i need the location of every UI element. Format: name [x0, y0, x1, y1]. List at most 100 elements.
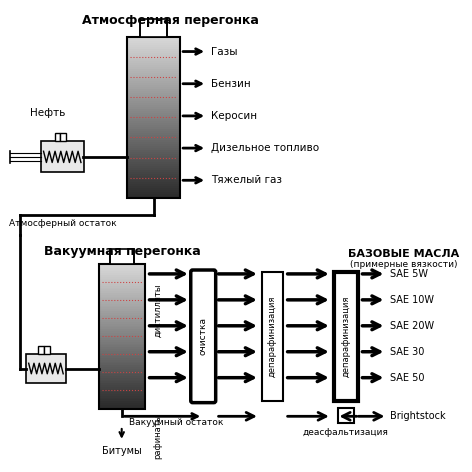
Bar	[127, 85, 180, 88]
Text: Битумы: Битумы	[102, 446, 142, 455]
Bar	[99, 309, 145, 312]
Bar	[99, 399, 145, 402]
Bar	[99, 338, 145, 340]
Bar	[99, 296, 145, 299]
Text: очистка: очистка	[199, 317, 208, 355]
Bar	[99, 390, 145, 393]
Bar	[127, 134, 180, 136]
Text: Дизельное топливо: Дизельное топливо	[211, 143, 319, 153]
Bar	[99, 372, 145, 375]
Bar	[127, 164, 180, 166]
Bar	[127, 150, 180, 152]
Bar	[99, 363, 145, 366]
Bar	[99, 379, 145, 382]
Bar	[127, 194, 180, 196]
Bar	[127, 37, 180, 40]
Bar	[127, 55, 180, 58]
Bar	[127, 49, 180, 51]
Bar	[127, 97, 180, 100]
Bar	[99, 318, 145, 320]
Bar	[127, 145, 180, 148]
Bar	[99, 284, 145, 287]
Bar	[99, 356, 145, 358]
Bar	[99, 394, 145, 396]
Bar	[99, 277, 145, 279]
Bar	[55, 134, 60, 141]
Bar	[127, 89, 180, 92]
Bar	[99, 383, 145, 386]
Bar	[127, 160, 180, 162]
Bar	[127, 115, 180, 118]
Bar	[127, 178, 180, 180]
Bar	[99, 388, 145, 391]
Bar	[99, 392, 145, 395]
Bar	[99, 407, 145, 409]
Bar	[127, 129, 180, 132]
Bar	[99, 271, 145, 274]
Text: Вакуумная перегонка: Вакуумная перегонка	[44, 244, 201, 258]
Bar	[127, 119, 180, 122]
Bar	[99, 286, 145, 288]
Bar	[99, 342, 145, 344]
Bar	[99, 300, 145, 303]
Bar	[99, 405, 145, 407]
Bar	[99, 273, 145, 276]
Bar	[99, 287, 145, 290]
Bar	[99, 289, 145, 292]
Bar	[127, 153, 180, 156]
Bar	[99, 280, 145, 283]
Bar	[99, 326, 145, 328]
Bar	[127, 152, 180, 154]
Bar	[127, 137, 180, 140]
Text: SAE 50: SAE 50	[390, 373, 425, 383]
Bar	[99, 374, 145, 377]
Bar	[99, 320, 145, 322]
Bar	[127, 63, 180, 66]
Bar	[99, 278, 145, 281]
Bar	[99, 266, 145, 268]
Bar	[99, 376, 145, 379]
Bar	[127, 169, 180, 172]
Bar	[127, 132, 180, 134]
Bar	[127, 91, 180, 94]
Bar	[99, 329, 145, 331]
Bar	[99, 362, 145, 364]
Bar	[127, 176, 180, 178]
Bar	[99, 306, 145, 308]
Bar	[127, 95, 180, 98]
Bar	[99, 369, 145, 371]
Bar	[99, 275, 145, 277]
Bar	[99, 354, 145, 357]
Bar	[99, 349, 145, 351]
Text: SAE 30: SAE 30	[390, 347, 425, 357]
Bar	[99, 264, 145, 408]
Bar	[127, 57, 180, 59]
Bar	[99, 322, 145, 324]
Text: депарафинизация: депарафинизация	[268, 295, 277, 377]
Bar	[99, 324, 145, 326]
Bar	[99, 331, 145, 333]
Bar	[127, 45, 180, 48]
Bar	[127, 101, 180, 104]
Bar	[127, 123, 180, 126]
Bar	[127, 59, 180, 61]
Text: Атмосферный остаток: Атмосферный остаток	[8, 219, 116, 228]
Bar	[99, 307, 145, 310]
Bar	[127, 118, 180, 120]
Bar	[127, 190, 180, 192]
Text: БАЗОВЫЕ МАСЛА: БАЗОВЫЕ МАСЛА	[348, 249, 459, 259]
Bar	[99, 385, 145, 388]
Bar	[99, 398, 145, 400]
Bar	[127, 172, 180, 174]
Bar	[99, 353, 145, 355]
Bar	[99, 282, 145, 285]
Bar	[127, 83, 180, 86]
Bar	[99, 333, 145, 335]
Bar	[127, 166, 180, 168]
Text: SAE 20W: SAE 20W	[390, 321, 434, 331]
Text: Вакуумный остаток: Вакуумный остаток	[129, 418, 224, 427]
Bar	[127, 87, 180, 90]
Bar	[127, 161, 180, 164]
Bar	[127, 39, 180, 42]
Bar	[127, 79, 180, 82]
